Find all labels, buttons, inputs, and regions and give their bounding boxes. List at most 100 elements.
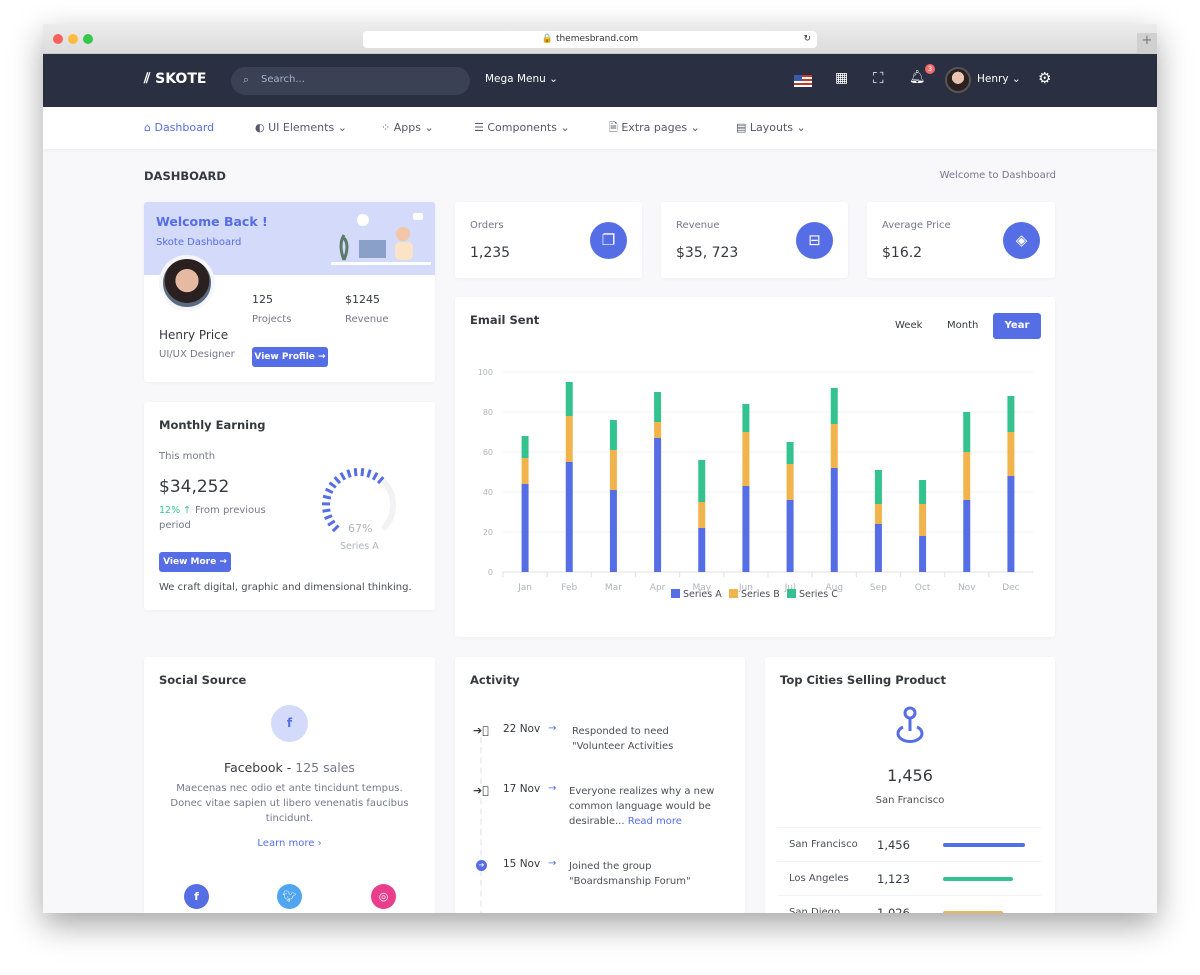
nav-extra-pages[interactable]: 🗎︎ Extra pages ⌄ (609, 121, 700, 134)
instagram-icon[interactable]: ◎ (371, 884, 396, 909)
bar-series-a-mar[interactable] (609, 490, 617, 572)
bar-series-b-nov[interactable] (963, 452, 971, 500)
tab-month[interactable]: Month (947, 320, 979, 331)
x-tick-label: Feb (561, 583, 577, 593)
bar-series-b-jan[interactable] (521, 458, 529, 484)
y-tick-label: 80 (483, 408, 493, 417)
mega-menu-dropdown[interactable]: Mega Menu ⌄ (485, 73, 558, 85)
nav-ui-elements[interactable]: ◐ UI Elements ⌄ (255, 121, 347, 134)
gauge-tick (376, 476, 385, 485)
fullscreen-icon[interactable]: ⛶ (873, 69, 884, 87)
bar-series-a-may[interactable] (698, 528, 706, 572)
bar-series-c-oct[interactable] (919, 480, 927, 504)
bar-series-b-jun[interactable] (742, 432, 750, 486)
gauge-tick (327, 519, 336, 527)
apps-grid-icon[interactable]: ▦ (835, 70, 849, 86)
y-tick-label: 20 (483, 528, 493, 537)
learn-more-link[interactable]: Learn more › (257, 838, 322, 849)
tab-year[interactable]: Year (993, 313, 1041, 339)
revenue-value: $1245 (345, 293, 380, 306)
city-name: San Francisco (789, 839, 858, 850)
breadcrumb: Welcome to Dashboard (939, 170, 1056, 181)
bar-series-a-jun[interactable] (742, 486, 750, 572)
nav-dashboard[interactable]: ⌂ Dashboard (144, 121, 215, 134)
tab-week[interactable]: Week (895, 320, 923, 331)
y-tick-label: 0 (488, 568, 493, 577)
bar-series-c-mar[interactable] (609, 420, 617, 450)
arrow-right-icon: → (548, 858, 557, 869)
bar-series-a-aug[interactable] (830, 468, 838, 572)
bar-series-a-oct[interactable] (919, 536, 927, 572)
read-more-link[interactable]: Read more (627, 816, 682, 827)
address-bar[interactable]: 🔒 themesbrand.com ↻ (363, 31, 817, 48)
bar-series-c-dec[interactable] (1007, 396, 1015, 432)
bar-series-b-oct[interactable] (919, 504, 927, 536)
card-title: Email Sent (470, 313, 540, 327)
close-window-button[interactable] (53, 34, 63, 44)
bar-series-a-sep[interactable] (874, 524, 882, 572)
x-tick-label: Sep (870, 583, 887, 593)
view-more-button[interactable]: View More → (159, 552, 231, 572)
bar-series-a-nov[interactable] (963, 500, 971, 572)
page-title: DASHBOARD (144, 169, 226, 183)
bar-series-b-jul[interactable] (786, 464, 794, 500)
gauge-tick (331, 524, 340, 533)
legend-label[interactable]: Series C (799, 589, 838, 600)
bar-series-c-feb[interactable] (565, 382, 573, 416)
bar-series-b-aug[interactable] (830, 424, 838, 468)
gauge-tick (322, 494, 332, 500)
twitter-icon[interactable]: 🐦︎ (277, 884, 302, 909)
city-value: 1,026 (877, 906, 910, 913)
gauge-tick (324, 514, 333, 520)
bar-series-b-may[interactable] (698, 502, 706, 528)
activity-text: Everyone realizes why a new common langu… (569, 786, 715, 827)
nav-components[interactable]: ☰ Components ⌄ (474, 121, 570, 134)
bar-series-b-feb[interactable] (565, 416, 573, 462)
x-tick-label: Jun (738, 583, 753, 593)
bar-series-c-jul[interactable] (786, 442, 794, 464)
bar-series-a-jan[interactable] (521, 484, 529, 572)
user-avatar[interactable] (945, 67, 971, 93)
bar-series-b-dec[interactable] (1007, 432, 1015, 476)
chevron-down-icon: ⌄ (1011, 73, 1021, 85)
settings-gear-icon[interactable]: ⚙ (1038, 69, 1052, 87)
facebook-icon: f (271, 705, 308, 742)
bar-series-a-feb[interactable] (565, 462, 573, 572)
new-tab-button[interactable]: + (1137, 33, 1157, 54)
us-flag-icon[interactable] (794, 75, 812, 87)
bar-series-c-jun[interactable] (742, 404, 750, 432)
stat-label: Orders (470, 220, 504, 231)
minimize-window-button[interactable] (68, 34, 78, 44)
chevron-down-icon: ⌄ (337, 121, 347, 134)
bar-series-b-sep[interactable] (874, 504, 882, 524)
bar-series-c-aug[interactable] (830, 388, 838, 424)
facebook-icon[interactable]: f (184, 884, 209, 909)
bar-series-c-nov[interactable] (963, 412, 971, 452)
bar-series-a-jul[interactable] (786, 500, 794, 572)
bar-series-a-dec[interactable] (1007, 476, 1015, 572)
bar-series-b-mar[interactable] (609, 450, 617, 490)
nav-apps[interactable]: ⁘ Apps ⌄ (381, 121, 434, 134)
arrow-circle-icon: ➔⃝ (473, 724, 489, 737)
legend-label[interactable]: Series A (683, 589, 722, 600)
bell-icon[interactable]: 🔔︎ (909, 70, 926, 85)
bar-series-c-may[interactable] (698, 460, 706, 502)
maximize-window-button[interactable] (83, 34, 93, 44)
bar-series-c-sep[interactable] (874, 470, 882, 504)
bar-series-a-apr[interactable] (654, 438, 662, 572)
main-nav: ⌂ Dashboard ◐ UI Elements ⌄ ⁘ Apps ⌄ ☰ C… (43, 107, 1157, 149)
bar-series-c-apr[interactable] (654, 392, 662, 422)
projects-value: 125 (252, 293, 273, 306)
search-input[interactable]: ⌕ Search... (231, 67, 470, 95)
search-icon: ⌕ (243, 73, 250, 86)
bar-series-b-apr[interactable] (654, 422, 662, 438)
nav-layouts[interactable]: ▤ Layouts ⌄ (736, 121, 806, 134)
activity-card: Activity ➔⃝ 22 Nov → Responded to need "… (455, 657, 745, 913)
view-profile-button[interactable]: View Profile → (252, 347, 328, 367)
legend-label[interactable]: Series B (741, 589, 780, 600)
user-dropdown[interactable]: Henry ⌄ (977, 73, 1021, 85)
city-name: Los Angeles (789, 873, 849, 884)
logo[interactable]: ⫽ SKOTE (144, 71, 207, 87)
reload-icon[interactable]: ↻ (803, 34, 811, 44)
bar-series-c-jan[interactable] (521, 436, 529, 458)
